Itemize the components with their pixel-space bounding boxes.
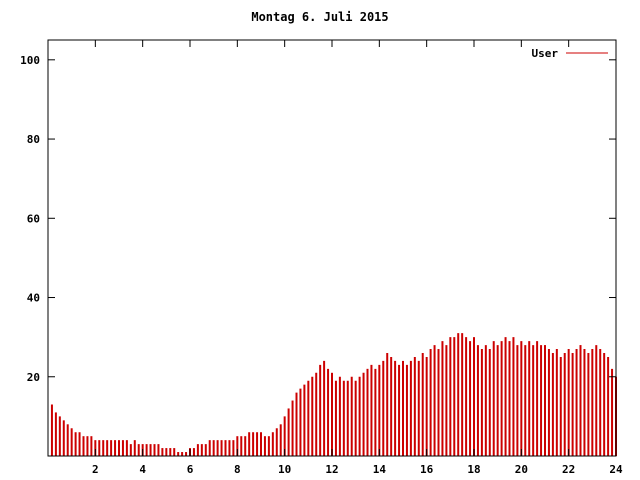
x-tick-label: 22 — [562, 463, 575, 476]
x-tick-label: 8 — [234, 463, 241, 476]
x-tick-label: 12 — [325, 463, 338, 476]
x-tick-label: 24 — [609, 463, 623, 476]
chart-title: Montag 6. Juli 2015 — [251, 10, 389, 24]
y-tick-label: 40 — [27, 292, 40, 305]
x-tick-label: 6 — [187, 463, 194, 476]
legend-label: User — [532, 47, 559, 60]
y-tick-label: 80 — [27, 133, 40, 146]
y-tick-label: 20 — [27, 371, 40, 384]
x-tick-label: 4 — [139, 463, 146, 476]
x-tick-label: 2 — [92, 463, 99, 476]
x-tick-label: 18 — [467, 463, 480, 476]
x-tick-label: 10 — [278, 463, 291, 476]
x-tick-label: 16 — [420, 463, 434, 476]
x-tick-label: 14 — [373, 463, 387, 476]
x-tick-label: 20 — [515, 463, 528, 476]
y-tick-label: 100 — [20, 54, 40, 67]
y-tick-label: 60 — [27, 212, 40, 225]
